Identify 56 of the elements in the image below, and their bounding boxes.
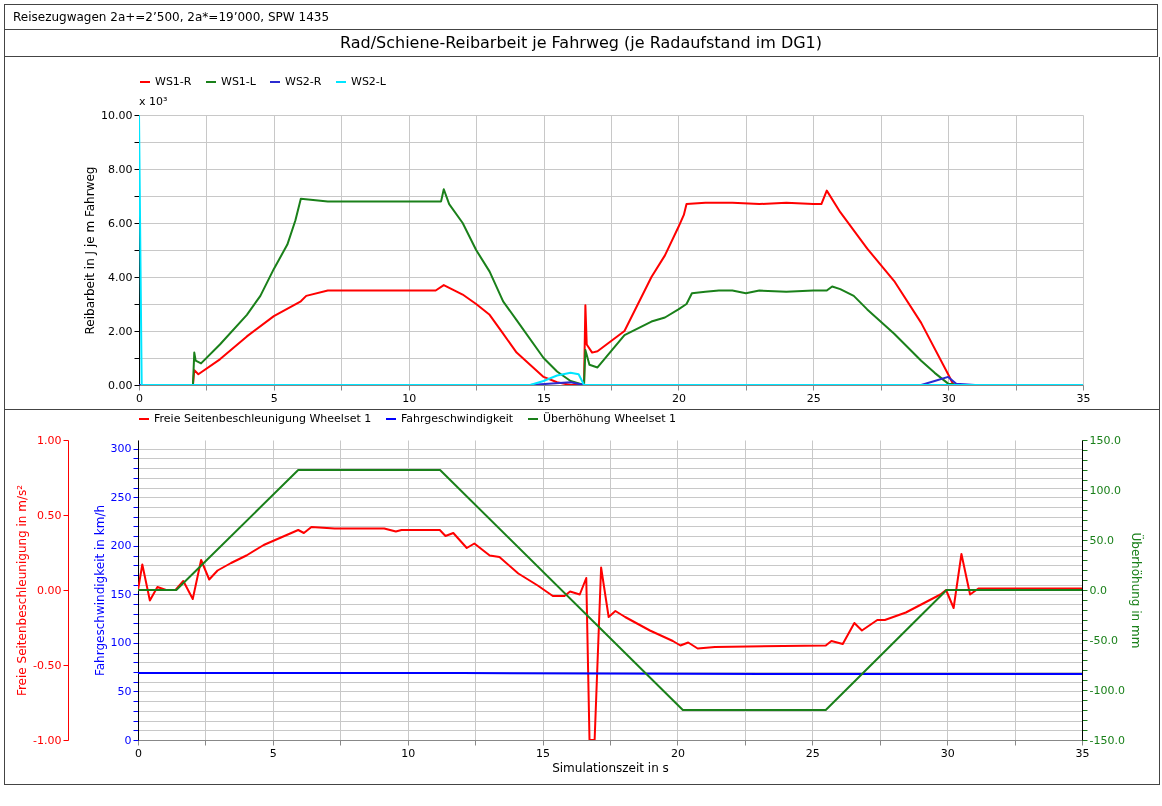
y-tick-label: 6.00	[108, 216, 133, 230]
y3-tick-label: 50	[117, 684, 132, 698]
x-tick-label: 30	[941, 391, 956, 405]
x-tick-label: 0	[135, 746, 142, 760]
y2-tick-label: -50.0	[1089, 633, 1118, 647]
y-tick-label: -1.00	[33, 733, 62, 747]
x-tick-label: 10	[401, 746, 416, 760]
y-tick-label: 4.00	[108, 270, 133, 284]
y-axis-title: Reibarbeit in J je m Fahrweg	[83, 166, 98, 335]
x-axis-title: Simulationszeit in s	[552, 760, 669, 775]
x-tick-label: 35	[1075, 746, 1090, 760]
y3-axis-title: Fahrgeschwindigkeit in km/h	[92, 504, 107, 677]
y2-tick-label: -100.0	[1089, 683, 1125, 697]
x-tick-label: 0	[136, 391, 143, 405]
y-tick-label: 10.00	[101, 108, 133, 122]
y2-tick-label: 50.0	[1089, 533, 1114, 547]
legend-label: WS2-L	[351, 75, 387, 88]
y2-tick-label: 0.0	[1089, 583, 1107, 597]
y3-tick-label: 100	[110, 636, 132, 650]
y2-tick-label: 100.0	[1089, 483, 1121, 497]
y-tick-label: 2.00	[108, 324, 133, 338]
legend-label: WS2-R	[285, 75, 322, 88]
x-tick-label: 5	[270, 391, 278, 405]
y3-tick-label: 300	[110, 442, 132, 456]
x-tick-label: 35	[1076, 391, 1091, 405]
legend-label: Überhöhung Wheelset 1	[543, 412, 676, 425]
x-tick-label: 20	[670, 746, 685, 760]
x-tick-label: 10	[402, 391, 417, 405]
x-tick-label: 30	[940, 746, 955, 760]
chart-subtitle: Reisezugwagen 2a+=2’500, 2a*=19’000, SPW 1435	[4, 4, 1158, 29]
y-tick-label: 8.00	[108, 162, 133, 176]
legend-label: Freie Seitenbeschleunigung Wheelset 1	[154, 412, 372, 425]
y3-tick-label: 150	[110, 587, 132, 601]
y-tick-label: 0.00	[37, 583, 62, 597]
y2-tick-label: -150.0	[1089, 733, 1125, 747]
y-tick-label: 1.00	[37, 433, 62, 447]
y-tick-label: 0.00	[108, 378, 133, 392]
x-tick-label: 5	[269, 746, 277, 760]
y3-tick-label: 0	[124, 733, 132, 747]
legend-label: WS1-L	[221, 75, 257, 88]
legend-label: WS1-R	[155, 75, 192, 88]
text: x 10³	[139, 95, 168, 108]
chart-title: Rad/Schiene-Reibarbeit je Fahrweg (je Radaufstand im DG1)	[4, 29, 1158, 57]
y-tick-label: -0.50	[33, 658, 62, 672]
y-tick-label: 0.50	[37, 508, 62, 522]
y2-axis-title: Überhöhung in mm	[1128, 532, 1145, 649]
x-tick-label: 20	[671, 391, 686, 405]
y-axis-title: Freie Seitenbeschleunigung in m/s²	[15, 484, 30, 697]
x-tick-label: 25	[805, 746, 820, 760]
y3-tick-label: 200	[110, 539, 132, 553]
x-tick-label: 25	[806, 391, 821, 405]
y2-tick-label: 150.0	[1089, 433, 1121, 447]
x-tick-label: 15	[537, 391, 552, 405]
y3-tick-label: 250	[110, 490, 132, 504]
legend-label: Fahrgeschwindigkeit	[401, 412, 514, 425]
x-tick-label: 15	[536, 746, 551, 760]
